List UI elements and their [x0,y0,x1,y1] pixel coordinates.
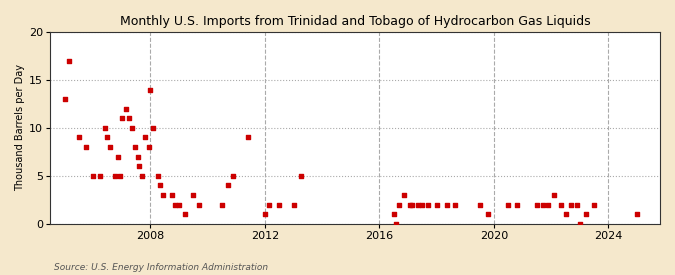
Point [450,202,461,207]
Point [80,145,91,149]
Point [167,193,178,197]
Point [242,135,253,140]
Title: Monthly U.S. Imports from Trinidad and Tobago of Hydrocarbon Gas Liquids: Monthly U.S. Imports from Trinidad and T… [119,15,591,28]
Point [391,222,402,226]
Point [503,202,514,207]
Text: Source: U.S. Energy Information Administration: Source: U.S. Energy Information Administ… [54,263,268,272]
Point [217,202,227,207]
Point [574,222,585,226]
Point [102,135,113,140]
Point [394,202,405,207]
Point [112,155,123,159]
Point [264,202,275,207]
Point [64,59,75,63]
Point [572,202,583,207]
Point [423,202,433,207]
Point [169,202,180,207]
Point [483,212,493,216]
Point [296,174,306,178]
Point [566,202,576,207]
Point [632,212,643,216]
Point [152,174,163,178]
Point [95,174,106,178]
Point [74,135,84,140]
Point [99,126,110,130]
Point [188,193,198,197]
Point [134,164,144,169]
Point [139,135,150,140]
Point [194,202,205,207]
Point [124,116,134,120]
Point [121,106,132,111]
Point [260,212,271,216]
Point [549,193,560,197]
Point [136,174,147,178]
Point [132,155,143,159]
Point [144,145,155,149]
Point [512,202,522,207]
Point [274,202,285,207]
Point [398,193,409,197]
Point [560,212,571,216]
Point [475,202,485,207]
Point [222,183,233,188]
Point [158,193,169,197]
Point [431,202,442,207]
Point [580,212,591,216]
Point [126,126,137,130]
Point [109,174,120,178]
Point [417,202,428,207]
Point [88,174,99,178]
Point [388,212,399,216]
Point [407,202,418,207]
Point [531,202,542,207]
Point [441,202,452,207]
Y-axis label: Thousand Barrels per Day: Thousand Barrels per Day [15,64,25,191]
Point [116,116,127,120]
Point [543,202,554,207]
Point [556,202,566,207]
Point [180,212,190,216]
Point [404,202,415,207]
Point [589,202,599,207]
Point [148,126,159,130]
Point [228,174,239,178]
Point [130,145,140,149]
Point [115,174,126,178]
Point [173,202,184,207]
Point [155,183,166,188]
Point [59,97,70,101]
Point [288,202,299,207]
Point [105,145,115,149]
Point [145,87,156,92]
Point [412,202,423,207]
Point [537,202,548,207]
